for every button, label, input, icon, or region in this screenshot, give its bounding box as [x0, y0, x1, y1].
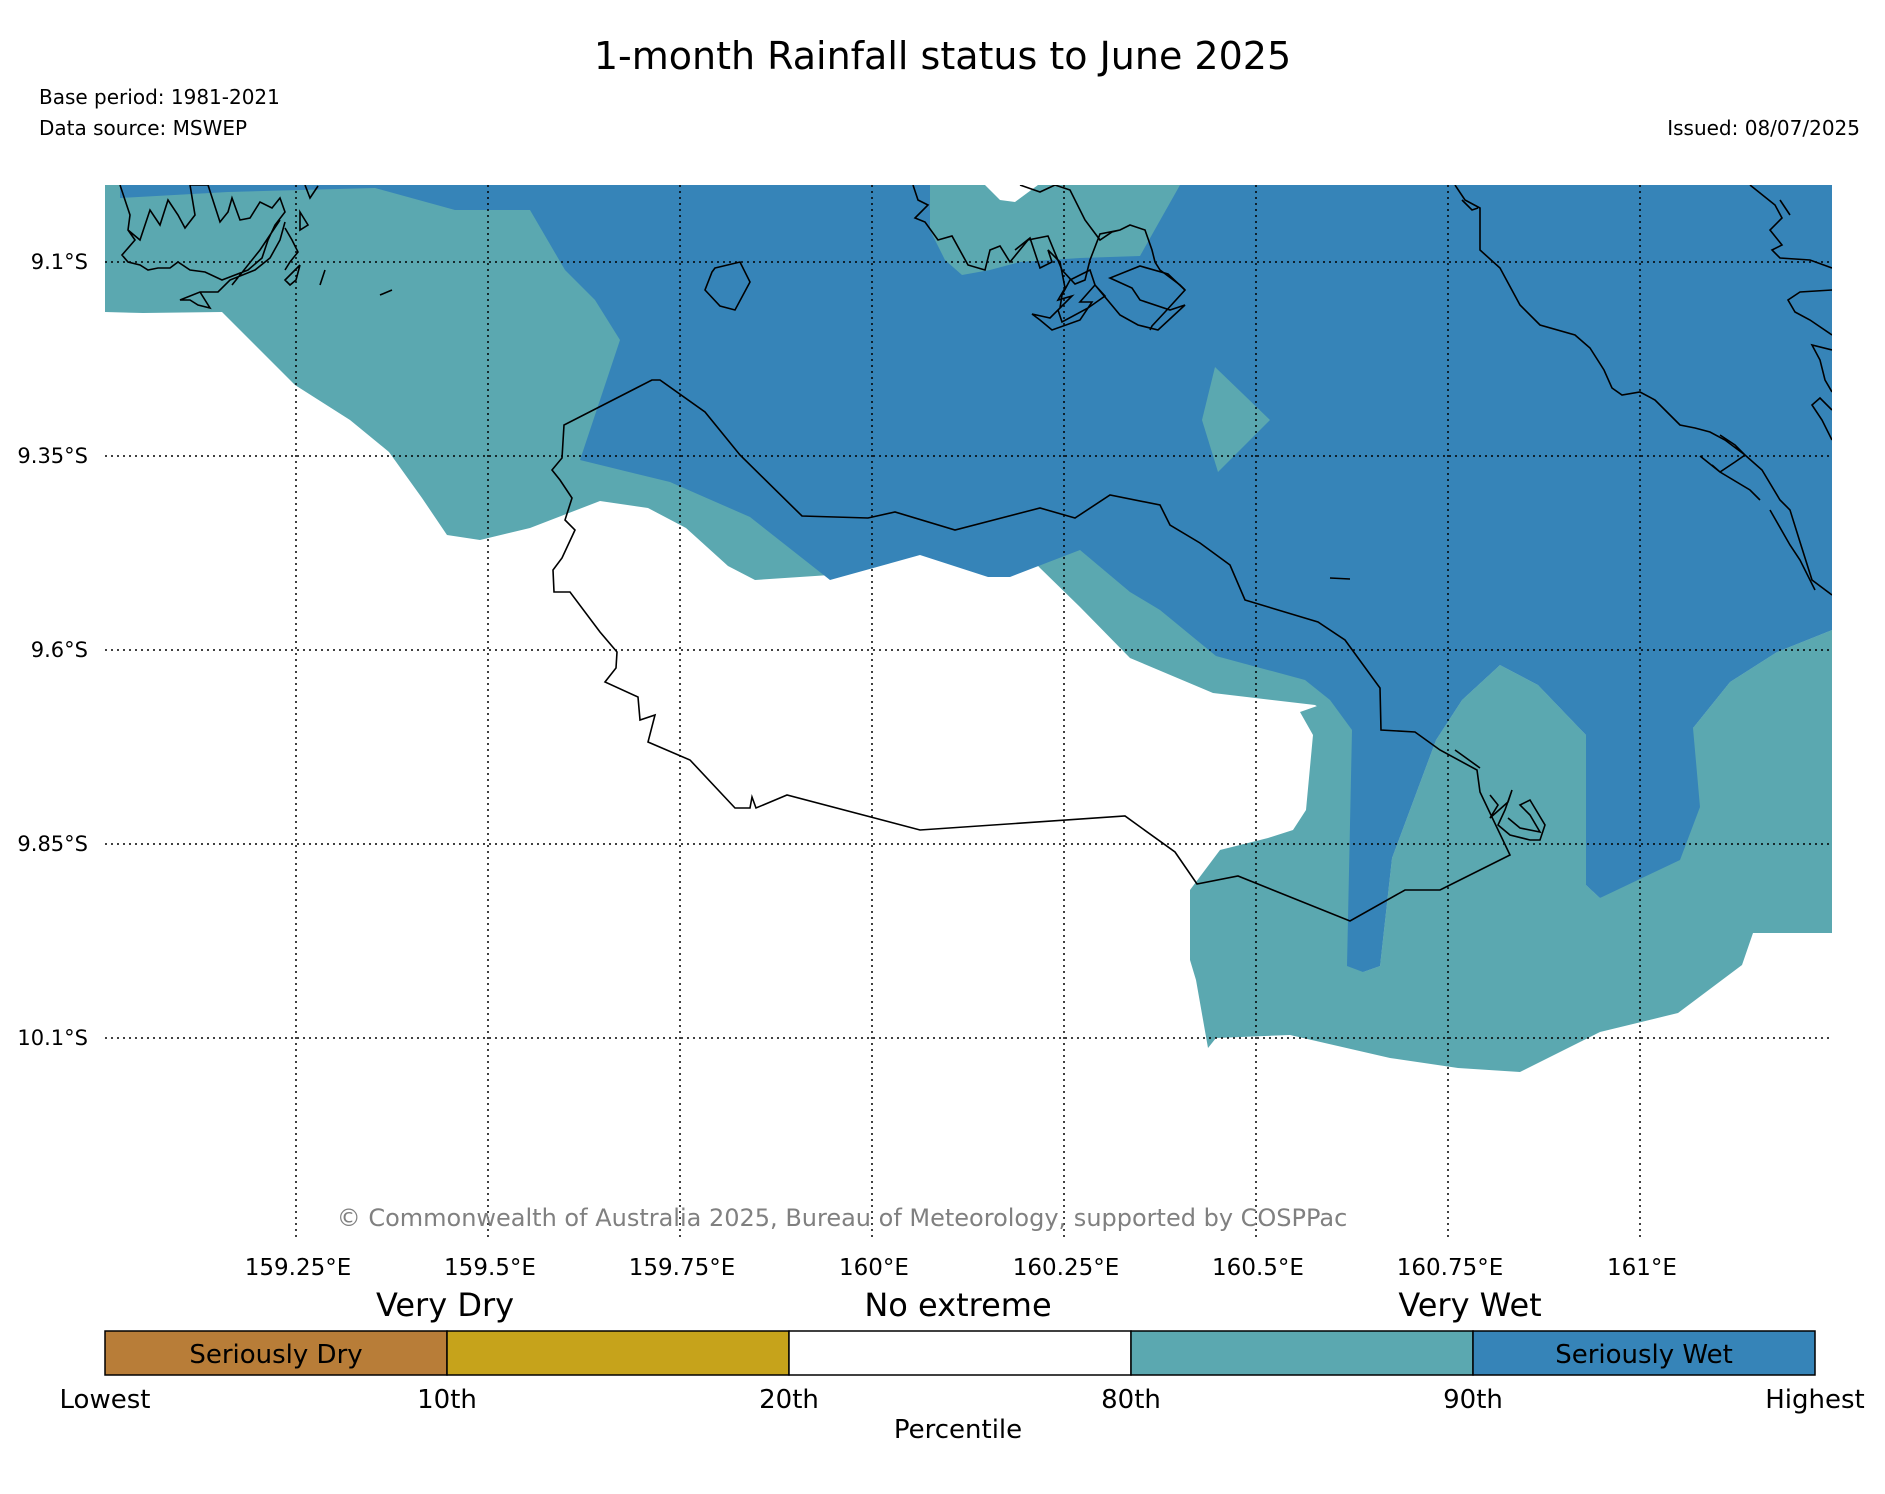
legend-tick-labels: Lowest 10th 20th 80th 90th Highest — [60, 1385, 1865, 1415]
legend-segment-very-dry — [446, 1330, 790, 1376]
latitude-labels: 9.1°S 9.35°S 9.6°S 9.85°S 10.1°S — [17, 250, 88, 1050]
legend-tick: 10th — [417, 1385, 477, 1415]
lat-label: 9.35°S — [17, 444, 88, 468]
lon-label: 159.75°E — [629, 1255, 736, 1281]
legend-axis-title: Percentile — [894, 1415, 1022, 1445]
data-source-note: Data source: MSWEP — [39, 116, 248, 140]
lon-label: 161°E — [1607, 1255, 1677, 1281]
coastline-northwest — [119, 185, 393, 310]
legend-label-seriously-dry: Seriously Dry — [189, 1340, 362, 1370]
legend-segment-very-wet — [1130, 1330, 1474, 1376]
coastlines — [119, 185, 1832, 922]
lat-label: 9.6°S — [31, 638, 88, 662]
legend-group-very-dry: Very Dry — [376, 1286, 514, 1324]
lon-label: 160.25°E — [1013, 1255, 1120, 1281]
lat-label: 10.1°S — [17, 1026, 88, 1050]
no-extreme-patch-north — [985, 185, 1038, 202]
issued-date: Issued: 08/07/2025 — [1667, 116, 1860, 140]
very-wet-patch-north — [930, 185, 1180, 275]
legend-segment-labels: Seriously Dry Seriously Wet — [189, 1340, 1732, 1370]
lat-label: 9.85°S — [17, 832, 88, 856]
legend-group-no-extreme: No extreme — [864, 1286, 1051, 1324]
legend-group-very-wet: Very Wet — [1398, 1286, 1541, 1324]
map-gridlines — [105, 185, 1832, 1238]
legend-tick: 90th — [1443, 1385, 1503, 1415]
coastline-dash — [1329, 577, 1351, 580]
lon-label: 160.5°E — [1212, 1255, 1304, 1281]
coastline-florida-islands — [1014, 236, 1187, 331]
seriously-wet-zone — [120, 185, 1832, 972]
very-wet-patch-inland — [1202, 367, 1270, 472]
legend-segment-no-extreme — [788, 1330, 1132, 1376]
lon-label: 159.25°E — [245, 1255, 352, 1281]
legend-tick: Lowest — [60, 1385, 151, 1415]
coastline-malaita — [1454, 185, 1832, 596]
lon-label: 160.75°E — [1397, 1255, 1504, 1281]
base-period-note: Base period: 1981-2021 — [39, 85, 280, 109]
lat-label: 9.1°S — [31, 250, 88, 274]
copyright-watermark: © Commonwealth of Australia 2025, Bureau… — [337, 1204, 1348, 1232]
legend-segment-seriously-wet — [1472, 1330, 1816, 1376]
coastline-guadalcanal — [550, 379, 1512, 922]
longitude-labels: 159.25°E 159.5°E 159.75°E 160°E 160.25°E… — [245, 1255, 1677, 1281]
legend-tick: 20th — [759, 1385, 819, 1415]
lon-label: 160°E — [839, 1255, 909, 1281]
legend-tick: Highest — [1765, 1385, 1865, 1415]
legend-group-labels: Very Dry No extreme Very Wet — [376, 1286, 1542, 1324]
legend-colorbar — [104, 1330, 1816, 1376]
lon-label: 159.5°E — [444, 1255, 536, 1281]
figure-title: 1-month Rainfall status to June 2025 — [593, 34, 1292, 78]
rainfall-zones — [105, 185, 1832, 1072]
coastline-savo — [1454, 749, 1546, 841]
coastline-small-island — [704, 261, 751, 311]
legend-label-seriously-wet: Seriously Wet — [1555, 1340, 1733, 1370]
coastline-nggela-north — [912, 185, 1186, 291]
legend-tick: 80th — [1101, 1385, 1161, 1415]
